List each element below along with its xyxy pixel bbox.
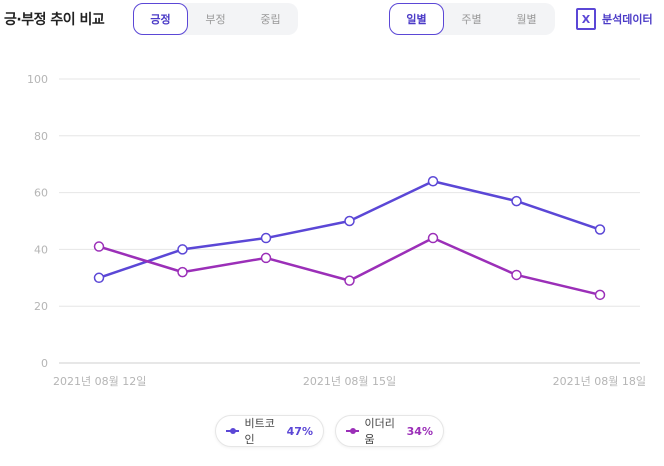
- data-point[interactable]: [511, 269, 522, 281]
- tab-negative[interactable]: 부정: [205, 13, 226, 26]
- x-tick-label: 2021년 08월 12일: [53, 374, 146, 388]
- legend-swatch: [346, 428, 359, 434]
- data-point[interactable]: [93, 272, 105, 284]
- export-data-button[interactable]: X 분석데이터: [576, 8, 653, 30]
- legend-label: 비트코인: [244, 417, 275, 446]
- x-axis: 2021년 08월 12일 2021년 08월 15일 2021년 08월 18일: [53, 374, 646, 388]
- data-point[interactable]: [260, 252, 272, 264]
- y-axis: 0 20 40 60 80 100: [27, 73, 48, 370]
- data-point[interactable]: [93, 241, 105, 252]
- data-point[interactable]: [594, 224, 606, 235]
- y-tick-label: 40: [34, 243, 48, 256]
- legend-label: 이더리움: [364, 417, 395, 446]
- legend-percent: 47%: [286, 424, 313, 438]
- data-point[interactable]: [427, 175, 439, 187]
- data-point[interactable]: [177, 266, 188, 278]
- tab-monthly[interactable]: 월별: [516, 13, 537, 26]
- y-tick-label: 0: [41, 357, 48, 370]
- x-tick-label: 2021년 08월 15일: [303, 374, 396, 388]
- y-tick-label: 20: [34, 300, 48, 313]
- data-point[interactable]: [260, 232, 272, 244]
- chart-title: 긍·부정 추이 비교: [4, 12, 105, 28]
- data-point[interactable]: [427, 232, 439, 244]
- tab-weekly[interactable]: 주별: [461, 13, 482, 26]
- data-point[interactable]: [511, 195, 522, 207]
- data-point[interactable]: [344, 275, 355, 286]
- data-point[interactable]: [177, 244, 188, 255]
- series-layer: [93, 175, 606, 301]
- data-point[interactable]: [594, 289, 606, 301]
- x-tick-label: 2021년 08월 18일: [553, 374, 646, 388]
- series-line: [98, 179, 601, 279]
- y-tick-label: 100: [27, 73, 48, 86]
- period-toggle: 일별 주별 월별: [389, 3, 555, 35]
- tab-neutral[interactable]: 중립: [260, 13, 281, 26]
- legend-item-ethereum[interactable]: 이더리움 34%: [335, 415, 444, 447]
- export-data-label: 분석데이터: [602, 13, 653, 26]
- grid: [59, 78, 640, 364]
- tab-positive[interactable]: 긍정: [133, 3, 188, 35]
- sentiment-toggle: 긍정 부정 중립: [133, 3, 298, 35]
- data-point[interactable]: [344, 215, 355, 227]
- tab-daily[interactable]: 일별: [389, 3, 444, 35]
- series-line: [98, 236, 601, 297]
- excel-icon: X: [576, 8, 596, 30]
- legend-percent: 34%: [406, 424, 433, 438]
- legend-swatch: [226, 428, 239, 434]
- legend-item-bitcoin[interactable]: 비트코인 47%: [215, 415, 324, 447]
- y-tick-label: 80: [34, 130, 48, 143]
- y-tick-label: 60: [34, 187, 48, 200]
